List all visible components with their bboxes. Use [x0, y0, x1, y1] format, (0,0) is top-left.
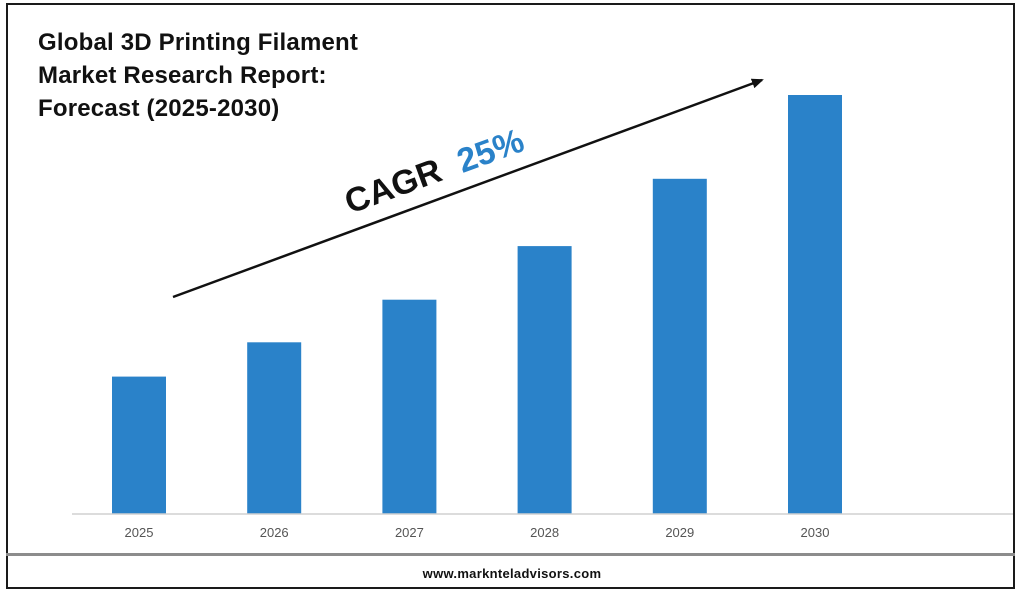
bar-2029 [652, 178, 707, 515]
x-tick-label-2030: 2030 [801, 525, 830, 540]
bar-2028 [517, 246, 572, 514]
x-tick-label-2029: 2029 [665, 525, 694, 540]
bar-series [112, 95, 842, 515]
title-line-1: Global 3D Printing Filament [38, 29, 359, 56]
x-tick-label-2025: 2025 [125, 525, 154, 540]
cagr-value: 25% [452, 122, 529, 181]
bar-2030 [788, 95, 842, 514]
bar-2026 [247, 342, 302, 514]
x-tick-label-2028: 2028 [530, 525, 559, 540]
cagr-label: CAGR [340, 152, 447, 222]
x-axis-tick-labels: 2025 2026 2027 2028 2029 2030 [125, 525, 830, 540]
chart-title: Global 3D Printing Filament Market Resea… [38, 26, 358, 125]
title-line-2: Market Research Report: [38, 62, 327, 89]
bar-2027 [382, 299, 437, 514]
cagr-annotation: CAGR 25% [340, 122, 529, 222]
bar-2025 [112, 376, 166, 514]
x-tick-label-2026: 2026 [260, 525, 289, 540]
title-line-3: Forecast (2025-2030) [38, 95, 280, 122]
footer-url[interactable]: www.marknteladvisors.com [422, 566, 602, 581]
cagr-trend-arrow [172, 78, 764, 299]
footer-divider [6, 553, 1015, 556]
x-tick-label-2027: 2027 [395, 525, 424, 540]
